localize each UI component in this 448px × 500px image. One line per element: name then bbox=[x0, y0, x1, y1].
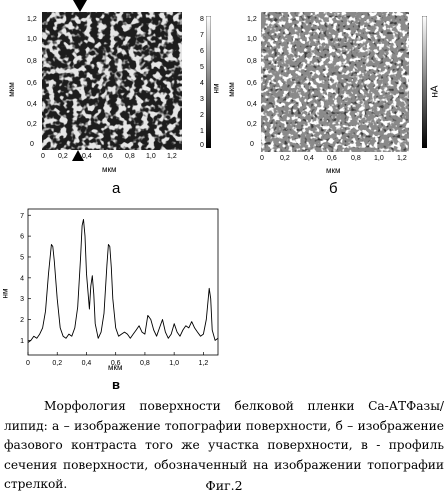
y-tick: 0,4 bbox=[27, 101, 37, 108]
y-tick: 0,6 bbox=[27, 80, 37, 87]
colorbar-tick: 6 bbox=[200, 48, 204, 55]
phase-contrast-image bbox=[261, 12, 409, 152]
y-tick-label: 2 bbox=[20, 317, 24, 324]
x-tick: 0,6 bbox=[103, 153, 113, 160]
colorbar-unit: нА bbox=[430, 85, 441, 97]
y-tick: 1,2 bbox=[27, 16, 37, 23]
panel-a: 1,2 1,0 0,8 0,6 0,4 0,2 0 мкм 0 0,2 0,4 … bbox=[0, 0, 224, 205]
y-tick-label: 3 bbox=[20, 296, 24, 303]
arrow-down-icon bbox=[73, 0, 87, 12]
x-tick-label: 0,2 bbox=[52, 360, 62, 367]
panel-c-x-label: мкм bbox=[108, 363, 123, 372]
x-tick-label: 1,0 bbox=[169, 360, 179, 367]
y-tick: 0,4 bbox=[247, 101, 257, 108]
topography-image bbox=[42, 12, 182, 150]
x-tick-label: 0,4 bbox=[82, 360, 92, 367]
panel-b-x-label: мкм bbox=[326, 166, 341, 175]
colorbar bbox=[206, 16, 211, 148]
colorbar-tick: 4 bbox=[200, 80, 204, 87]
profile-chart: 765432100,20,40,60,81,01,2 bbox=[6, 205, 221, 373]
y-tick: 1,2 bbox=[247, 16, 257, 23]
y-tick: 0,8 bbox=[27, 58, 37, 65]
y-tick-label: 7 bbox=[20, 213, 24, 220]
x-tick: 1,2 bbox=[397, 155, 407, 162]
colorbar-tick: 1 bbox=[200, 128, 204, 135]
x-tick: 0,2 bbox=[58, 153, 68, 160]
colorbar-unit: нм bbox=[211, 84, 220, 94]
colorbar-tick: 8 bbox=[200, 16, 204, 23]
panel-a-y-label: мкм bbox=[7, 82, 16, 97]
y-tick-label: 1 bbox=[20, 338, 24, 345]
y-tick-label: 5 bbox=[20, 254, 24, 261]
x-tick-label: 0,8 bbox=[140, 360, 150, 367]
y-tick-label: 6 bbox=[20, 234, 24, 241]
panel-c-label: в bbox=[112, 377, 120, 392]
y-tick: 0,2 bbox=[247, 121, 257, 128]
x-tick: 1,0 bbox=[146, 153, 156, 160]
colorbar-tick: 0 bbox=[200, 142, 204, 149]
y-tick: 0,8 bbox=[247, 58, 257, 65]
x-tick: 1,2 bbox=[167, 153, 177, 160]
y-tick: 0 bbox=[250, 141, 254, 148]
figure-label: Фиг.2 bbox=[0, 478, 448, 493]
x-tick: 0 bbox=[260, 155, 264, 162]
colorbar-tick: 7 bbox=[200, 32, 204, 39]
panel-b-y-label: мкм bbox=[227, 82, 236, 97]
colorbar-tick: 5 bbox=[200, 64, 204, 71]
x-tick-label: 0 bbox=[26, 360, 30, 367]
panel-b-label: б bbox=[329, 180, 338, 197]
colorbar-tick: 3 bbox=[200, 96, 204, 103]
y-tick: 1,0 bbox=[27, 36, 37, 43]
x-tick-label: 1,2 bbox=[199, 360, 209, 367]
x-tick: 0,8 bbox=[125, 153, 135, 160]
panel-c: нм 765432100,20,40,60,81,01,2 мкм в bbox=[0, 205, 224, 395]
x-tick: 0,2 bbox=[280, 155, 290, 162]
panel-a-x-label: мкм bbox=[102, 165, 117, 174]
x-tick: 0,8 bbox=[351, 155, 361, 162]
colorbar bbox=[422, 16, 427, 148]
y-tick: 1,0 bbox=[247, 36, 257, 43]
panel-a-label: а bbox=[112, 180, 120, 197]
panel-b: 1,2 1,0 0,8 0,6 0,4 0,2 0 мкм 0 bbox=[224, 0, 448, 205]
x-tick: 0,4 bbox=[304, 155, 314, 162]
colorbar-tick: 2 bbox=[200, 112, 204, 119]
x-tick: 1,0 bbox=[374, 155, 384, 162]
x-tick: 0 bbox=[41, 153, 45, 160]
x-tick: 0,4 bbox=[82, 153, 92, 160]
profile-line bbox=[28, 219, 218, 342]
y-tick: 0,6 bbox=[247, 80, 257, 87]
y-tick: 0,2 bbox=[27, 121, 37, 128]
x-tick: 0,6 bbox=[327, 155, 337, 162]
y-tick-label: 4 bbox=[20, 275, 24, 282]
y-tick: 0 bbox=[30, 141, 34, 148]
